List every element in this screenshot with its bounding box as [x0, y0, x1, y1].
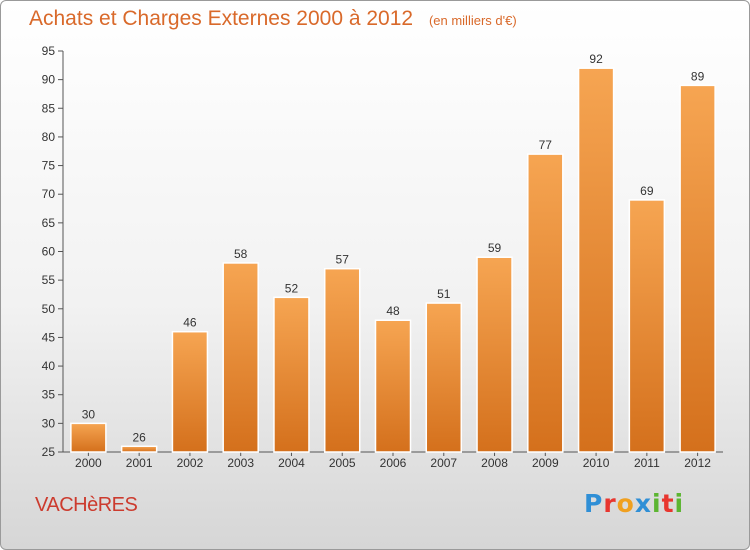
y-tick-label: 55	[42, 273, 56, 287]
y-tick-label: 30	[42, 416, 56, 430]
x-tick-label: 2012	[684, 456, 711, 470]
y-tick-label: 75	[42, 159, 56, 173]
y-tick-label: 65	[42, 216, 56, 230]
bar-2011	[628, 199, 666, 453]
brand-letter: i	[652, 489, 662, 518]
brand-letter: P	[584, 489, 604, 518]
y-tick-label: 85	[42, 101, 56, 115]
brand-letter: r	[603, 489, 617, 518]
x-tick-label: 2010	[583, 456, 610, 470]
bar-value-label: 89	[691, 69, 705, 83]
x-tick-label: 2003	[227, 456, 254, 470]
y-tick-label: 80	[42, 130, 56, 144]
y-tick-label: 95	[42, 44, 56, 58]
bar-2007	[425, 302, 463, 453]
proxiti-logo: Proxiti	[584, 489, 684, 518]
bar-2012	[679, 84, 716, 453]
bar-2001	[120, 445, 158, 453]
chart-subtitle: (en milliers d'€)	[428, 13, 517, 28]
x-tick-label: 2002	[177, 456, 204, 470]
brand-letter: o	[616, 489, 635, 518]
bar-2003	[222, 262, 259, 453]
bar-value-label: 30	[82, 407, 96, 421]
bar-value-label: 77	[539, 138, 553, 152]
bar-2008	[476, 256, 513, 453]
x-tick-label: 2005	[329, 456, 356, 470]
x-tick-label: 2008	[481, 456, 508, 470]
x-tick-label: 2007	[430, 456, 457, 470]
y-tick-label: 45	[42, 330, 56, 344]
x-tick-label: 2011	[634, 456, 660, 470]
bar-value-label: 92	[589, 52, 603, 66]
brand-letter: t	[661, 489, 675, 518]
bar-2010	[577, 67, 615, 453]
brand-letter: x	[634, 489, 652, 518]
bar-value-label: 48	[386, 304, 400, 318]
bar-value-label: 26	[132, 430, 146, 444]
chart-title: Achats et Charges Externes 2000 à 2012	[29, 7, 414, 30]
y-tick-label: 35	[42, 388, 56, 402]
y-tick-label: 25	[42, 445, 56, 459]
x-tick-label: 2009	[532, 456, 559, 470]
bar-value-label: 51	[437, 287, 451, 301]
y-tick-label: 90	[42, 73, 56, 87]
bar-2009	[527, 153, 564, 453]
x-tick-label: 2004	[278, 456, 305, 470]
bar-2006	[374, 319, 412, 453]
y-tick-label: 50	[42, 302, 56, 316]
commune-name: VACHèRES	[35, 494, 138, 516]
chart-title-block: Achats et Charges Externes 2000 à 2012 (…	[29, 7, 517, 31]
brand-letter: i	[674, 489, 685, 518]
bar-value-label: 52	[285, 281, 299, 295]
bar-2002	[171, 330, 209, 453]
x-tick-label: 2006	[380, 456, 407, 470]
bar-2005	[323, 267, 361, 453]
y-tick-label: 70	[42, 187, 56, 201]
x-tick-label: 2000	[75, 456, 102, 470]
bar-value-label: 69	[640, 184, 654, 198]
bar-value-label: 57	[336, 253, 350, 267]
y-tick-label: 60	[42, 245, 56, 259]
x-tick-label: 2001	[126, 456, 153, 470]
bar-value-label: 58	[234, 247, 248, 261]
y-tick-label: 40	[42, 359, 56, 373]
bar-value-label: 59	[488, 241, 502, 255]
bar-2004	[273, 296, 310, 453]
bar-value-label: 46	[183, 316, 197, 330]
bar-2000	[70, 422, 107, 453]
